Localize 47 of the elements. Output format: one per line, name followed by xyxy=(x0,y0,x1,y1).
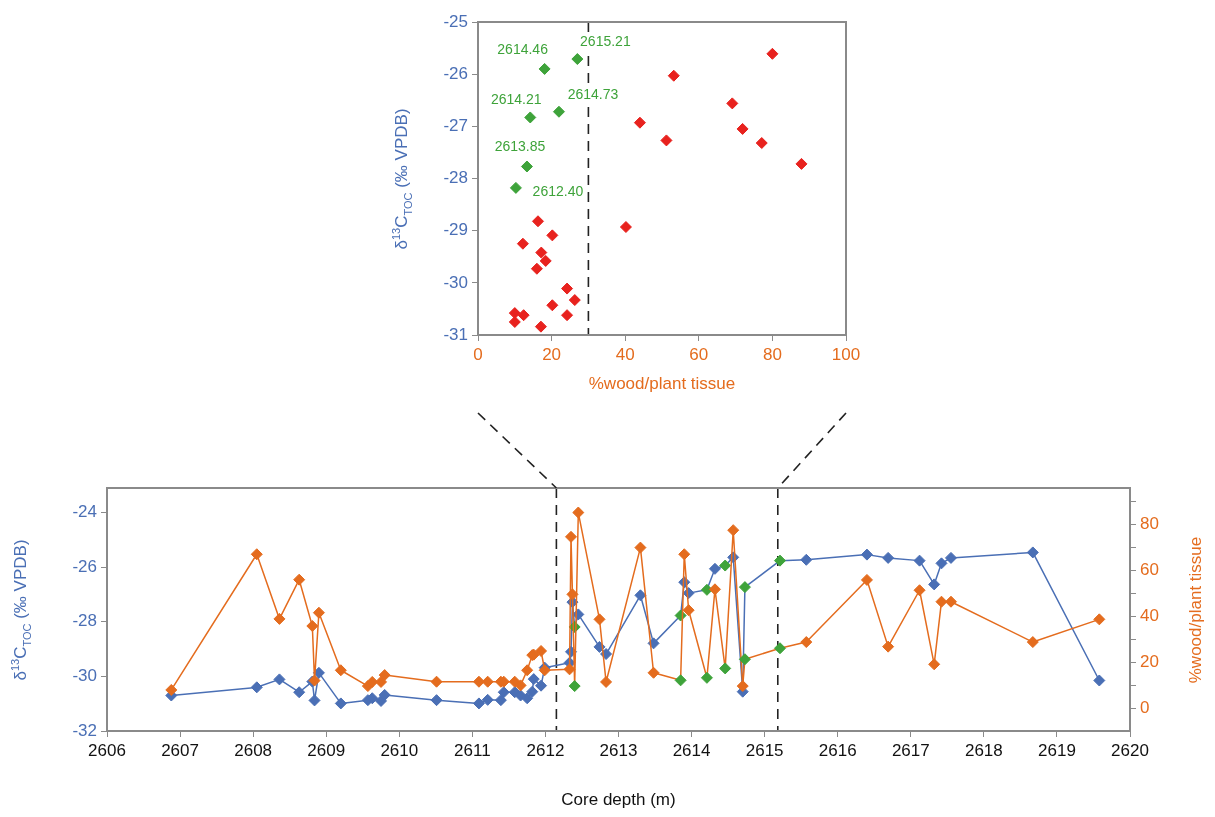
annotation: 2615.21 xyxy=(580,32,631,49)
y-tick-label: -28 xyxy=(443,168,468,188)
x-tick-label: 0 xyxy=(473,344,483,364)
y2-tick-label: 0 xyxy=(1140,697,1150,717)
y-tick-label: -26 xyxy=(443,63,468,83)
annotation: 2614.46 xyxy=(497,40,549,57)
x-tick-label: 2607 xyxy=(161,740,199,760)
y-tick-label: -25 xyxy=(443,11,468,31)
annotation: 2613.85 xyxy=(494,138,546,155)
y2-tick-label: 80 xyxy=(1140,514,1159,534)
y-tick-label: -27 xyxy=(443,116,468,136)
y2-axis-title: %wood/plant tissue xyxy=(1186,536,1206,683)
annotation: 2612.40 xyxy=(532,182,584,199)
x-tick-label: 100 xyxy=(831,344,861,364)
x-tick-label: 60 xyxy=(689,344,709,364)
x-tick-label: 40 xyxy=(615,344,635,364)
x-tick-label: 2609 xyxy=(307,740,346,760)
x-tick-label: 2606 xyxy=(88,740,126,760)
x-tick-label: 80 xyxy=(762,344,782,364)
y2-tick-label: 40 xyxy=(1140,606,1159,626)
y-tick-label: -29 xyxy=(443,220,468,240)
x-tick-label: 2617 xyxy=(891,740,930,760)
x-tick-label: 2619 xyxy=(1038,740,1076,760)
y-tick-label: -30 xyxy=(72,666,97,686)
x-tick-label: 2613 xyxy=(599,740,638,760)
y2-tick-label: 20 xyxy=(1140,651,1159,671)
x-tick-label: 2611 xyxy=(454,740,491,760)
x-tick-label: 2615 xyxy=(745,740,784,760)
x-tick-label: 20 xyxy=(542,344,562,364)
annotation: 2614.73 xyxy=(567,85,619,102)
y-tick-label: -24 xyxy=(72,502,97,522)
x-tick-label: 2614 xyxy=(672,740,711,760)
x-tick-label: 2608 xyxy=(234,740,273,760)
x-tick-label: 2620 xyxy=(1111,740,1149,760)
x-axis-title: %wood/plant tissue xyxy=(588,374,736,394)
y-tick-label: -31 xyxy=(443,324,468,344)
x-tick-label: 2616 xyxy=(818,740,857,760)
y-tick-label: -32 xyxy=(72,720,97,740)
y-tick-label: -28 xyxy=(72,611,97,631)
x-tick-label: 2610 xyxy=(380,740,419,760)
y2-tick-label: 60 xyxy=(1140,560,1159,580)
x-tick-label: 2618 xyxy=(964,740,1003,760)
annotation: 2614.21 xyxy=(490,91,542,108)
y-tick-label: -26 xyxy=(72,556,97,576)
x-axis-title: Core depth (m) xyxy=(561,790,676,810)
x-tick-label: 2612 xyxy=(526,740,565,760)
y-tick-label: -30 xyxy=(443,272,468,292)
